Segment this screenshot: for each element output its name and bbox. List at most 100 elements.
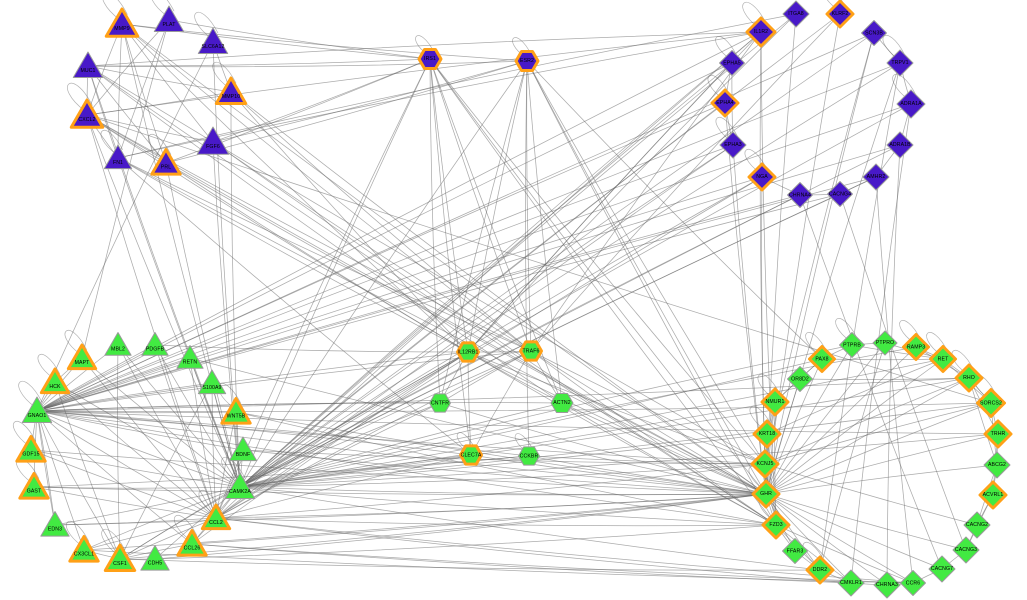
graph-node-cdh5[interactable]: CDH5 bbox=[138, 542, 173, 577]
graph-node-csf1[interactable]: CSF1 bbox=[102, 541, 138, 577]
graph-node-nmur1[interactable]: NMUR1 bbox=[758, 385, 792, 419]
graph-edge bbox=[765, 493, 967, 551]
graph-node-chrna4[interactable]: CHRNA4 bbox=[784, 179, 817, 212]
graph-edge bbox=[191, 543, 852, 584]
graph-node-krt18[interactable]: KRT18 bbox=[750, 417, 784, 451]
graph-edge bbox=[119, 486, 241, 560]
graph-edge bbox=[765, 402, 992, 495]
graph-node-sorcs2[interactable]: SORCS2 bbox=[974, 386, 1009, 421]
graph-node-gast[interactable]: GAST bbox=[17, 470, 52, 505]
graph-edge bbox=[198, 490, 222, 515]
graph-node-ghr[interactable]: GHR bbox=[749, 477, 783, 511]
graph-edge bbox=[467, 13, 797, 353]
graph-edge bbox=[117, 19, 170, 159]
node-shape-diamond bbox=[719, 50, 745, 76]
node-shape-diamond bbox=[861, 20, 887, 46]
graph-node-klrf2[interactable]: KLRF2 bbox=[823, 0, 857, 31]
node-shape-triangle bbox=[39, 367, 71, 395]
graph-node-camk2a[interactable]: CAMK2A bbox=[222, 469, 258, 505]
graph-edge bbox=[37, 354, 61, 379]
graph-node-muc1[interactable]: MUC1 bbox=[70, 48, 106, 84]
graph-edge bbox=[765, 464, 998, 495]
graph-node-cmklr1[interactable]: CMKLR1 bbox=[834, 566, 868, 600]
graph-node-actn2[interactable]: ACTN2 bbox=[547, 388, 577, 418]
graph-edge bbox=[215, 31, 762, 519]
graph-edge bbox=[117, 157, 472, 456]
graph-node-cxcl2[interactable]: CXCL2 bbox=[68, 96, 106, 134]
graph-edge bbox=[215, 144, 734, 519]
graph-node-fgf6[interactable]: FGF6 bbox=[194, 123, 232, 161]
graph-edge bbox=[439, 402, 767, 495]
graph-node-cacng7[interactable]: CACNG7 bbox=[925, 552, 959, 586]
graph-node-amhr2[interactable]: AMHR2 bbox=[859, 160, 893, 194]
graph-edge bbox=[83, 486, 241, 551]
graph-edge bbox=[732, 144, 767, 495]
graph-edge bbox=[239, 402, 441, 488]
node-shape-diamond bbox=[886, 49, 914, 77]
graph-node-wnt5b[interactable]: WNT5B bbox=[219, 395, 254, 430]
graph-edge bbox=[724, 102, 767, 495]
node-shape-triangle bbox=[21, 396, 53, 423]
graph-node-epha3[interactable]: EPHA3 bbox=[716, 128, 750, 162]
graph-node-adra1a[interactable]: ADRA1A bbox=[893, 86, 929, 122]
graph-node-mbl2[interactable]: MBL2 bbox=[102, 329, 135, 362]
node-shape-triangle bbox=[200, 503, 232, 531]
graph-node-ptpro[interactable]: PTPRO bbox=[869, 327, 901, 359]
graph-node-ddr2[interactable]: DDR2 bbox=[803, 553, 837, 587]
graph-node-plat[interactable]: PLAT bbox=[151, 2, 187, 38]
graph-node-fn1[interactable]: FN1 bbox=[101, 141, 135, 175]
graph-node-trhr[interactable]: TRHR bbox=[981, 417, 1015, 451]
node-shape-diamond bbox=[805, 555, 835, 585]
graph-edge bbox=[239, 358, 823, 488]
node-shape-triangle bbox=[66, 343, 98, 371]
graph-edge bbox=[530, 13, 841, 352]
graph-node-mmp9[interactable]: MMP9 bbox=[103, 5, 141, 43]
graph-node-cntfr[interactable]: CNTFR bbox=[426, 389, 455, 418]
graph-edge bbox=[242, 449, 766, 465]
graph-node-il12rb1[interactable]: IL12RB1 bbox=[454, 338, 483, 367]
node-shape-diamond bbox=[752, 419, 782, 449]
node-shape-triangle bbox=[18, 472, 50, 500]
graph-edge bbox=[429, 58, 777, 526]
graph-node-ccr6[interactable]: CCR6 bbox=[897, 567, 930, 600]
graph-edge bbox=[799, 377, 970, 380]
graph-node-cckbr[interactable]: CCKBR bbox=[515, 442, 544, 471]
node-shape-diamond bbox=[862, 163, 890, 191]
graph-node-slc6a12[interactable]: SLC6A12 bbox=[195, 24, 231, 60]
graph-node-cx3cl1[interactable]: CX3CL1 bbox=[67, 533, 102, 568]
graph-node-esr2[interactable]: ESR2 bbox=[512, 46, 542, 76]
graph-node-kcnj5[interactable]: KCNJ5 bbox=[748, 447, 782, 481]
graph-node-cacng4[interactable]: CACNG4 bbox=[824, 178, 857, 211]
graph-node-traf6[interactable]: TRAF6 bbox=[517, 337, 546, 366]
graph-node-gnao1[interactable]: GNAO1 bbox=[19, 393, 55, 429]
graph-node-scn3b[interactable]: SCN3B bbox=[858, 17, 891, 50]
graph-node-ccl26[interactable]: CCL26 bbox=[175, 527, 210, 562]
graph-node-epha4[interactable]: EPHA4 bbox=[708, 86, 742, 120]
graph-node-epha5[interactable]: EPHA5 bbox=[716, 47, 749, 80]
graph-node-clec7a[interactable]: CLEC7A bbox=[457, 441, 486, 470]
graph-edge bbox=[764, 402, 992, 465]
graph-node-itga8[interactable]: ITGA8 bbox=[779, 0, 813, 31]
graph-edge bbox=[36, 410, 244, 451]
graph-node-mmp10[interactable]: MMP10 bbox=[213, 74, 249, 110]
node-shape-triangle bbox=[103, 543, 137, 572]
graph-edge bbox=[764, 377, 970, 465]
graph-edge bbox=[764, 463, 978, 526]
graph-edge bbox=[119, 493, 767, 560]
graph-node-pdgfb[interactable]: PDGFB bbox=[139, 329, 172, 362]
graph-edge bbox=[215, 454, 472, 519]
graph-node-acvrl1[interactable]: ACVRL1 bbox=[976, 478, 1010, 512]
graph-edge bbox=[117, 23, 123, 159]
graph-node-prl[interactable]: PRL bbox=[149, 146, 184, 181]
graph-node-adra1b[interactable]: ADRA1B bbox=[883, 128, 917, 162]
node-shape-hexagon bbox=[417, 47, 443, 71]
graph-node-bdnf[interactable]: BDNF bbox=[226, 433, 260, 467]
graph-node-ptprb[interactable]: PTPRB bbox=[836, 329, 869, 362]
graph-node-trpv1[interactable]: TRPV1 bbox=[883, 46, 917, 80]
graph-node-gdf15[interactable]: GDF15 bbox=[14, 433, 49, 468]
graph-node-il1r2[interactable]: IL1R2 bbox=[743, 14, 779, 50]
graph-node-irs1[interactable]: IRS1 bbox=[415, 44, 445, 74]
graph-node-nga[interactable]: NGA bbox=[745, 160, 779, 194]
graph-node-abcg2[interactable]: ABCG2 bbox=[980, 448, 1014, 482]
